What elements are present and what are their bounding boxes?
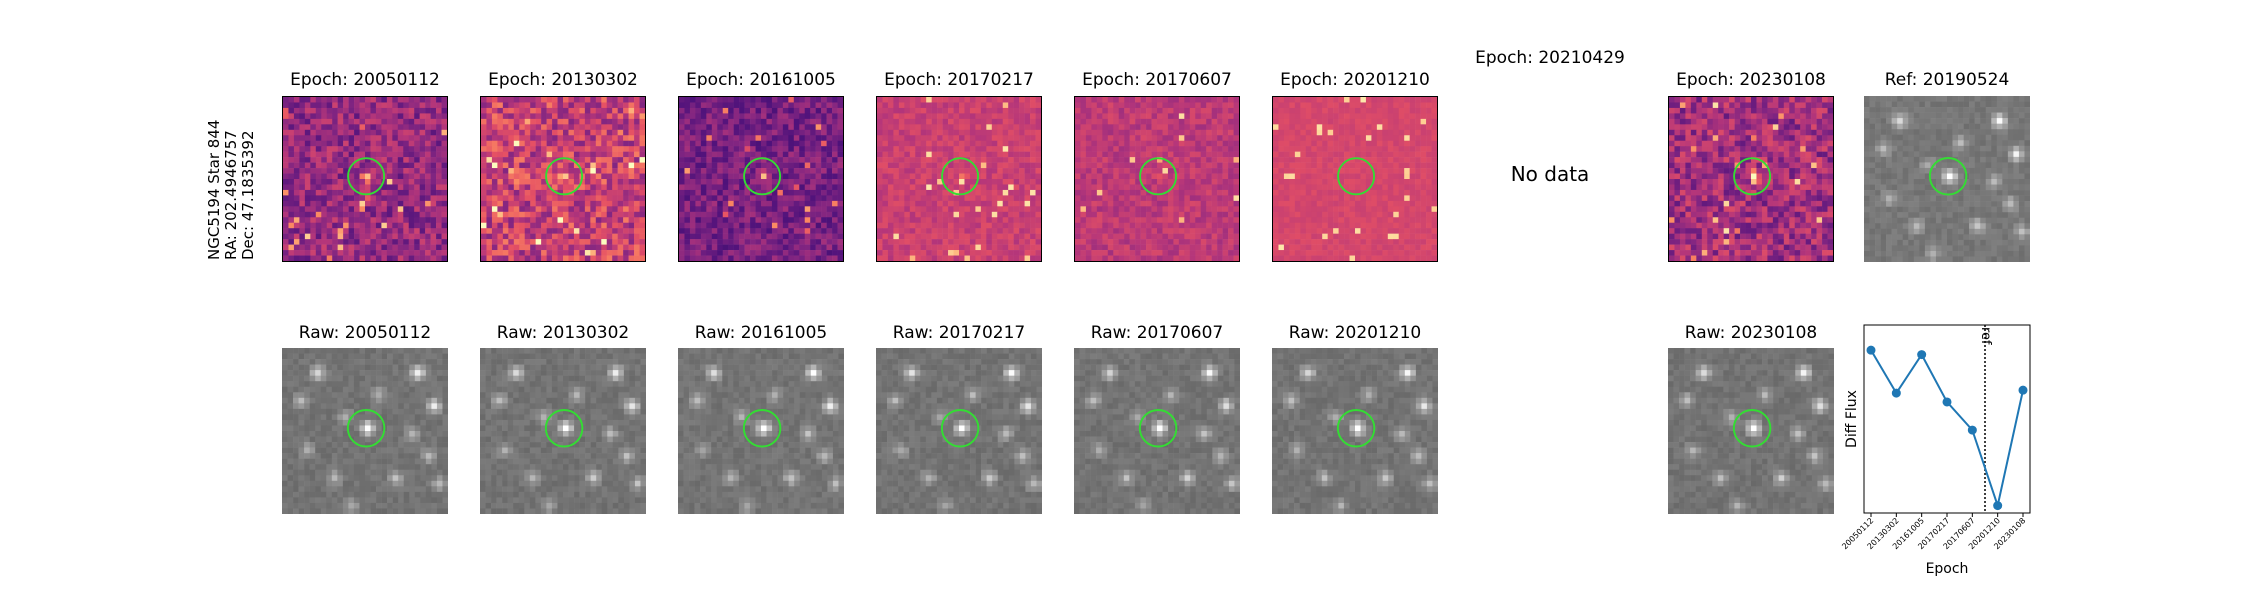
y-axis-label: Diff Flux: [1844, 390, 1860, 448]
diff-title-5: Epoch: 20170607: [1074, 70, 1240, 90]
diff-image-1: [282, 96, 448, 262]
d0-pixels: [283, 97, 447, 261]
diff-title-6: Epoch: 20201210: [1272, 70, 1438, 90]
raw-title-8: Raw: 20230108: [1668, 323, 1834, 343]
x-axis-label: Epoch: [1926, 561, 1969, 577]
raw-title-2: Raw: 20130302: [480, 323, 646, 343]
r1-pixels: [480, 348, 646, 514]
star-label: NGC5194 Star 844 RA: 202.4946757 Dec: 47…: [206, 120, 257, 260]
d7-pixels: [1669, 97, 1833, 261]
light-curve-svg: ref2005011220130302201610052017021720170…: [1840, 320, 2060, 605]
raw-title-3: Raw: 20161005: [678, 323, 844, 343]
star-name: NGC5194 Star 844: [206, 120, 223, 260]
diff-image-6: [1272, 96, 1438, 262]
d1-pixels: [481, 97, 645, 261]
dref-pixels: [1864, 96, 2030, 262]
diff-image-4: [876, 96, 1042, 262]
r0-pixels: [282, 348, 448, 514]
star-ra: RA: 202.4946757: [223, 120, 240, 260]
ref-line-label: ref: [1978, 327, 1993, 345]
r5-pixels: [1272, 348, 1438, 514]
raw-title-6: Raw: 20201210: [1272, 323, 1438, 343]
raw-title-4: Raw: 20170217: [876, 323, 1042, 343]
data-point: [1867, 346, 1876, 355]
r4-pixels: [1074, 348, 1240, 514]
raw-image-6: [1272, 348, 1438, 514]
raw-title-1: Raw: 20050112: [282, 323, 448, 343]
diff-title-7: Epoch: 20210429: [1470, 48, 1630, 68]
raw-image-2: [480, 348, 646, 514]
raw-image-1: [282, 348, 448, 514]
ref-image: [1864, 96, 2030, 262]
data-point: [1943, 397, 1952, 406]
raw-image-4: [876, 348, 1042, 514]
raw-title-5: Raw: 20170607: [1074, 323, 1240, 343]
plot-frame: [1864, 325, 2030, 513]
diff-title-2: Epoch: 20130302: [480, 70, 646, 90]
diff-image-8: [1668, 96, 1834, 262]
r2-pixels: [678, 348, 844, 514]
r7-pixels: [1668, 348, 1834, 514]
d3-pixels: [877, 97, 1041, 261]
diff-image-3: [678, 96, 844, 262]
data-point: [1968, 426, 1977, 435]
diff-title-3: Epoch: 20161005: [678, 70, 844, 90]
diff-image-2: [480, 96, 646, 262]
data-point: [1917, 350, 1926, 359]
star-dec: Dec: 47.1835392: [240, 120, 257, 260]
series-line: [1871, 350, 2023, 505]
diff-title-4: Epoch: 20170217: [876, 70, 1042, 90]
data-point: [2019, 386, 2028, 395]
raw-image-3: [678, 348, 844, 514]
d4-pixels: [1075, 97, 1239, 261]
raw-image-5: [1074, 348, 1240, 514]
diff-title-1: Epoch: 20050112: [282, 70, 448, 90]
d5-pixels: [1273, 97, 1437, 261]
no-data-label: No data: [1470, 162, 1630, 186]
diff-title-8: Epoch: 20230108: [1668, 70, 1834, 90]
d2-pixels: [679, 97, 843, 261]
diff-image-5: [1074, 96, 1240, 262]
data-point: [1993, 501, 2002, 510]
ref-title: Ref: 20190524: [1864, 70, 2030, 90]
r3-pixels: [876, 348, 1042, 514]
data-point: [1892, 389, 1901, 398]
raw-image-8: [1668, 348, 1834, 514]
